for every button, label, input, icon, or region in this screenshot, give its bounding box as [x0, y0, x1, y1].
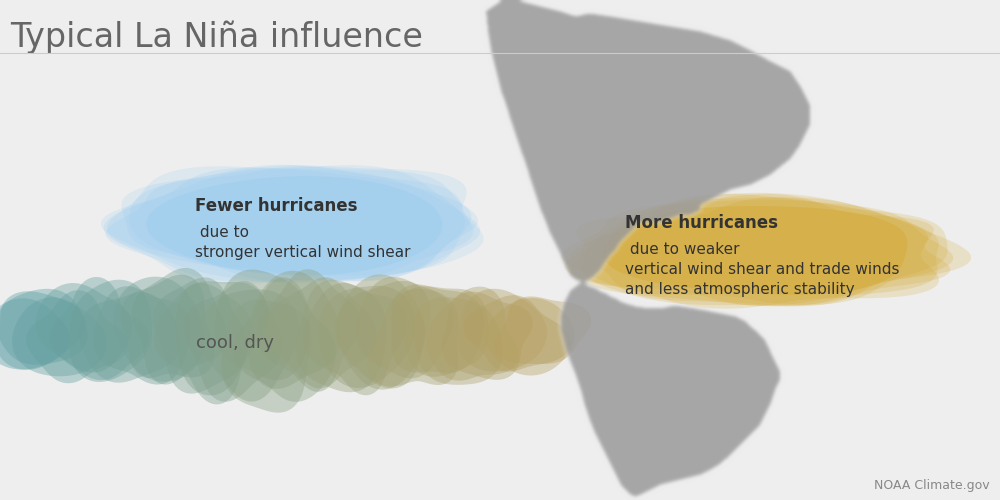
Polygon shape [296, 280, 387, 392]
Polygon shape [356, 277, 453, 378]
Polygon shape [50, 277, 149, 380]
Polygon shape [463, 295, 571, 372]
Polygon shape [106, 166, 473, 281]
Polygon shape [221, 300, 311, 412]
Polygon shape [248, 270, 341, 389]
Polygon shape [26, 290, 128, 384]
Polygon shape [121, 164, 478, 282]
Polygon shape [581, 198, 971, 306]
Polygon shape [367, 289, 458, 386]
Polygon shape [0, 298, 70, 370]
Polygon shape [257, 269, 361, 392]
Polygon shape [176, 282, 268, 396]
Polygon shape [267, 277, 376, 388]
Polygon shape [215, 270, 310, 380]
Text: cool, dry: cool, dry [196, 334, 274, 351]
Polygon shape [458, 289, 547, 372]
Polygon shape [79, 292, 180, 382]
Polygon shape [335, 281, 430, 388]
Polygon shape [69, 280, 152, 382]
Polygon shape [198, 290, 299, 402]
Polygon shape [317, 286, 416, 388]
Text: More hurricanes: More hurricanes [625, 214, 778, 232]
Polygon shape [154, 283, 252, 405]
Polygon shape [93, 286, 191, 384]
Text: Fewer hurricanes: Fewer hurricanes [195, 197, 358, 215]
Polygon shape [485, 298, 575, 376]
Polygon shape [12, 298, 107, 376]
Polygon shape [391, 284, 484, 373]
Polygon shape [36, 283, 132, 372]
Polygon shape [561, 194, 950, 304]
Polygon shape [132, 268, 227, 384]
Polygon shape [130, 166, 484, 276]
Polygon shape [153, 278, 248, 394]
Polygon shape [101, 168, 471, 283]
Polygon shape [336, 274, 425, 390]
Text: due to weaker
vertical wind shear and trade winds
and less atmospheric stability: due to weaker vertical wind shear and tr… [625, 242, 900, 297]
Polygon shape [571, 193, 939, 306]
Text: Typical La Niña influence: Typical La Niña influence [10, 20, 423, 54]
Polygon shape [107, 165, 465, 282]
Polygon shape [104, 170, 480, 284]
Polygon shape [413, 298, 503, 385]
Polygon shape [564, 200, 939, 308]
Polygon shape [494, 296, 591, 364]
Text: NOAA Climate.gov: NOAA Climate.gov [874, 480, 990, 492]
Polygon shape [303, 283, 407, 396]
Text: due to
stronger vertical wind shear: due to stronger vertical wind shear [195, 225, 411, 260]
Polygon shape [396, 286, 489, 377]
Polygon shape [442, 292, 533, 380]
Polygon shape [146, 176, 442, 276]
Polygon shape [120, 274, 215, 378]
Polygon shape [114, 276, 205, 382]
Polygon shape [567, 194, 953, 306]
Polygon shape [234, 278, 336, 402]
Polygon shape [603, 206, 908, 295]
Polygon shape [184, 281, 282, 402]
Polygon shape [426, 286, 519, 380]
Polygon shape [576, 198, 948, 306]
Polygon shape [0, 292, 86, 370]
Polygon shape [0, 289, 88, 365]
